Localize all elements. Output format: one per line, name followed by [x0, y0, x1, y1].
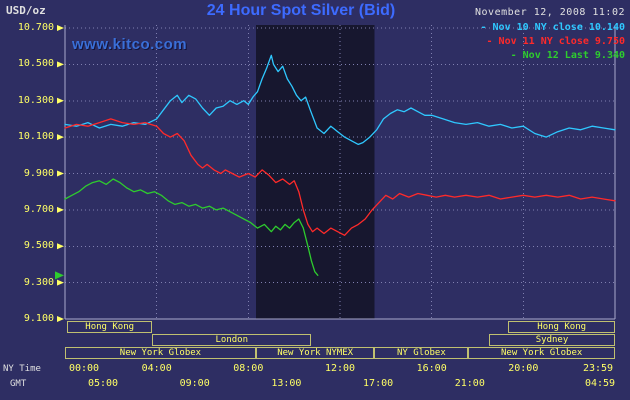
x-tick-label-ny: 00:00 — [68, 363, 100, 374]
legend: - Nov 10 NY close 10.140 - Nov 11 NY clo… — [481, 21, 626, 63]
kitco-watermark: www.kitco.com — [72, 36, 188, 53]
y-tick-arrow-icon — [57, 279, 64, 286]
y-tick-arrow-icon — [57, 134, 64, 141]
y-tick-label: 9.100 — [23, 313, 54, 324]
x-tick-label-ny: 16:00 — [416, 363, 447, 374]
ny-time-caption: NY Time — [3, 364, 41, 374]
session-hong-kong: Hong Kong — [508, 321, 615, 333]
legend-item-nov10: - Nov 10 NY close 10.140 — [480, 22, 626, 33]
x-tick-label-ny: 12:00 — [324, 363, 356, 374]
x-tick-label-gmt: 17:00 — [363, 378, 394, 389]
x-tick-label-ny: 20:00 — [508, 363, 539, 374]
y-tick-label: 9.500 — [23, 240, 54, 252]
price-line-nov-10 — [64, 54, 616, 146]
session-hong-kong: Hong Kong — [67, 321, 153, 333]
price-line-nov-12 — [64, 178, 319, 276]
y-tick-arrow-icon — [57, 97, 64, 104]
x-tick-label-ny: 04:00 — [141, 363, 172, 374]
y-tick-label: 9.700 — [23, 203, 54, 215]
nymex-highlight-band — [255, 25, 375, 319]
y-tick-arrow-icon — [57, 61, 64, 68]
y-tick-label: 9.900 — [23, 167, 54, 179]
session-new-york-nymex: New York NYMEX — [255, 347, 375, 359]
y-tick-label: 10.100 — [17, 131, 54, 143]
x-tick-label-gmt: 09:00 — [179, 378, 210, 389]
y-tick-arrow-icon — [57, 25, 64, 31]
session-new-york-globex: New York Globex — [468, 347, 615, 359]
session-london: London — [152, 334, 312, 346]
page-title: 24 Hour Spot Silver (Bid) — [206, 2, 396, 19]
last-price-arrow-icon — [55, 271, 64, 280]
x-tick-label-gmt: 13:00 — [271, 378, 302, 389]
timestamp: November 12, 2008 11:02 — [475, 7, 625, 18]
y-tick-label: 10.300 — [17, 94, 54, 106]
y-tick-arrow-icon — [57, 243, 64, 250]
x-tick-label-ny: 08:00 — [233, 363, 264, 374]
x-tick-label-gmt: 21:00 — [454, 378, 485, 389]
x-tick-label-ny: 23:59 — [582, 363, 614, 374]
x-tick-label-gmt: 04:59 — [584, 378, 616, 389]
legend-item-nov11: - Nov 11 NY close 9.750 — [486, 36, 625, 47]
y-tick-arrow-icon — [57, 206, 64, 213]
y-axis-units: USD/oz — [6, 4, 46, 17]
session-ny-globex: NY Globex — [374, 347, 469, 359]
y-tick-arrow-icon — [57, 316, 64, 322]
session-sydney: Sydney — [489, 334, 615, 346]
y-tick-label: 10.700 — [17, 22, 54, 33]
legend-item-nov12: - Nov 12 Last 9.340 — [510, 50, 625, 61]
x-tick-label-gmt: 05:00 — [87, 378, 119, 389]
session-new-york-globex: New York Globex — [65, 347, 256, 359]
y-tick-label: 10.500 — [17, 58, 54, 70]
y-tick-arrow-icon — [57, 170, 64, 177]
price-line-nov-11 — [64, 118, 616, 236]
gmt-caption: GMT — [10, 379, 27, 389]
y-tick-label: 9.300 — [23, 276, 54, 288]
